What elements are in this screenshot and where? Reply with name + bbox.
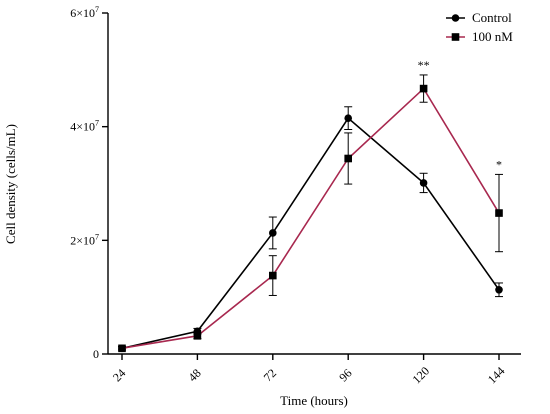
axes bbox=[107, 13, 521, 355]
x-tick-label: 120 bbox=[409, 364, 432, 387]
x-tick-label: 72 bbox=[261, 366, 279, 384]
significance-label: ** bbox=[418, 58, 430, 72]
data-point-circle bbox=[419, 179, 428, 187]
y-tick-label: 0 bbox=[93, 347, 99, 361]
data-point-square bbox=[344, 154, 352, 163]
y-tick-label: 4×107 bbox=[70, 119, 99, 134]
series-0 bbox=[118, 106, 503, 353]
legend-label: 100 nM bbox=[472, 29, 513, 44]
data-point-square bbox=[495, 209, 503, 217]
legend-marker-square bbox=[451, 33, 460, 41]
data-point-circle bbox=[269, 229, 277, 237]
axis-ticks: 0 2×107 4×107 6×107 24 48 72 96 120 144 bbox=[70, 5, 507, 386]
legend-marker-circle bbox=[451, 14, 460, 22]
legend-label: Control bbox=[472, 10, 512, 25]
significance-annotations: *** bbox=[418, 58, 502, 171]
data-point-square bbox=[118, 344, 126, 353]
series-line bbox=[121, 116, 500, 350]
data-point-circle bbox=[495, 285, 503, 294]
y-axis-title: Cell density (cells/mL) bbox=[3, 124, 18, 244]
x-tick-label: 24 bbox=[110, 366, 128, 384]
legend: Control 100 nM bbox=[446, 10, 513, 44]
data-point-circle bbox=[344, 114, 353, 122]
y-tick-label: 6×107 bbox=[70, 5, 99, 20]
x-tick-label: 96 bbox=[336, 366, 354, 384]
significance-label: * bbox=[496, 157, 502, 171]
x-tick-label: 144 bbox=[485, 364, 508, 387]
x-axis-title: Time (hours) bbox=[280, 393, 348, 408]
data-series bbox=[118, 74, 503, 353]
series-1 bbox=[118, 74, 503, 353]
y-tick-exponent: 7 bbox=[95, 232, 99, 241]
data-point-square bbox=[269, 271, 277, 280]
data-point-square bbox=[193, 332, 202, 340]
x-tick-label: 48 bbox=[185, 366, 203, 384]
y-tick-exponent: 7 bbox=[95, 5, 99, 14]
data-point-square bbox=[419, 84, 428, 93]
y-tick-label: 2×107 bbox=[70, 232, 99, 247]
y-tick-exponent: 7 bbox=[95, 119, 99, 128]
series-line bbox=[121, 87, 500, 350]
